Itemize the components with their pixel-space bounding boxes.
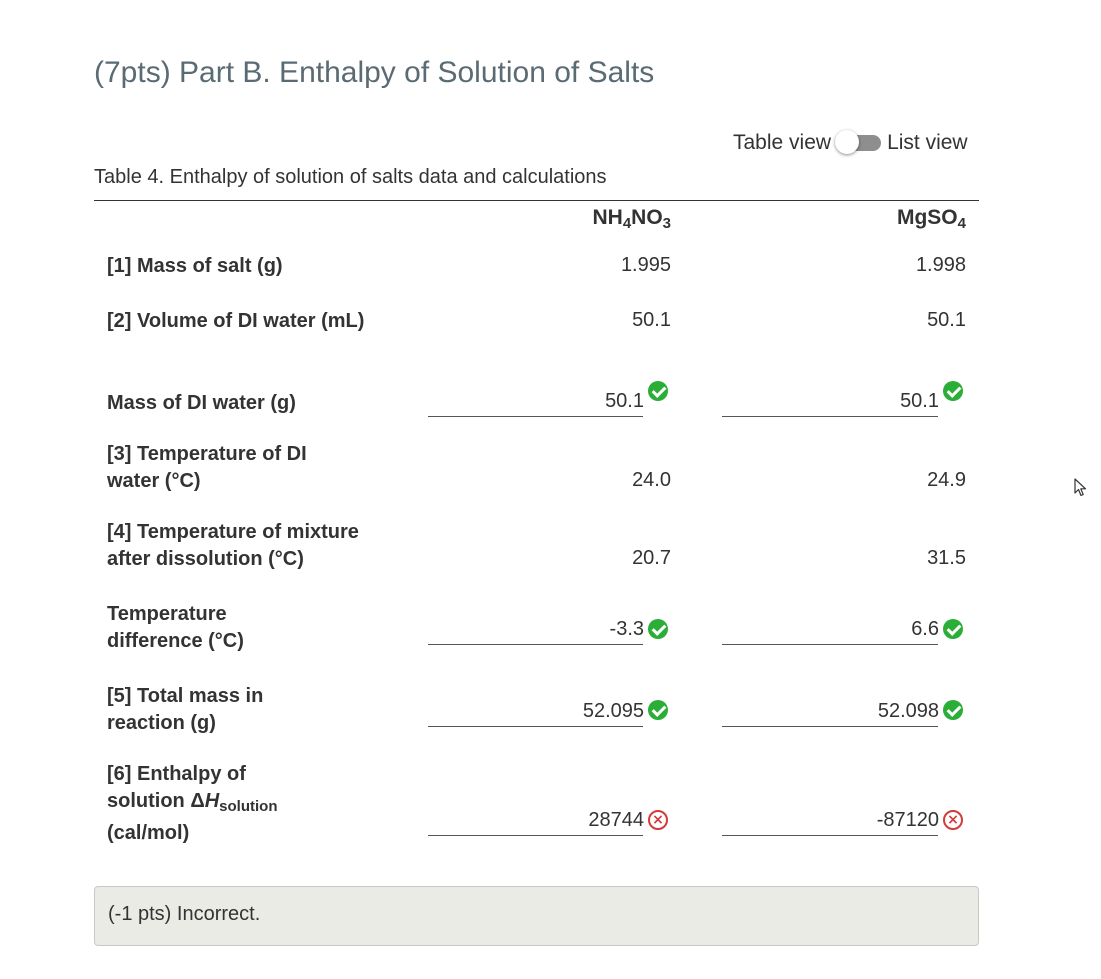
row-label-mass-di-water: Mass of DI water (g) <box>107 392 296 414</box>
view-toggle-switch[interactable] <box>835 130 882 154</box>
toggle-knob[interactable] <box>835 130 860 154</box>
column-header-nh4no3: NH4NO3 <box>592 206 671 232</box>
feedback-text: (-1 pts) Incorrect. <box>108 903 261 925</box>
total-mass-nh4no3-value[interactable]: 52.095 <box>582 700 644 722</box>
view-toggle[interactable]: Table view List view <box>733 130 968 156</box>
part-title: (7pts) Part B. Enthalpy of Solution of S… <box>94 56 655 89</box>
mouse-pointer-icon <box>1074 478 1087 497</box>
mass-of-salt-mgso4: 1.998 <box>915 254 966 276</box>
row-label-line: [5] Total mass in <box>107 685 264 707</box>
temp-di-water-nh4no3: 24.0 <box>632 469 671 491</box>
volume-di-water-nh4no3: 50.1 <box>632 309 671 331</box>
mass-di-water-mgso4-input[interactable]: 50.1 <box>722 390 939 417</box>
row-label-line: after dissolution (°C) <box>107 548 304 570</box>
temp-di-water-mgso4: 24.9 <box>927 469 966 491</box>
total-mass-mgso4-value[interactable]: 52.098 <box>877 700 939 722</box>
column-header-mgso4: MgSO4 <box>896 206 966 232</box>
total-mass-nh4no3-input[interactable]: 52.095 <box>428 700 644 727</box>
row-label-line: solution ΔHsolution <box>107 790 278 815</box>
check-circle-icon <box>943 700 963 720</box>
mass-di-water-nh4no3-input[interactable]: 50.1 <box>428 390 644 417</box>
enthalpy-mgso4-value[interactable]: -87120 <box>876 809 939 831</box>
row-label-line: (cal/mol) <box>107 822 190 844</box>
mass-di-water-mgso4-value[interactable]: 50.1 <box>900 390 939 412</box>
row-label-total-mass: [5] Total mass in reaction (g) <box>107 683 397 737</box>
enthalpy-nh4no3-input[interactable]: 28744 <box>428 809 644 836</box>
volume-di-water-mgso4: 50.1 <box>927 309 966 331</box>
check-circle-icon <box>943 381 963 401</box>
table-caption: Table 4. Enthalpy of solution of salts d… <box>94 166 607 188</box>
x-circle-icon: × <box>648 810 668 830</box>
temp-difference-mgso4-input[interactable]: 6.6 <box>722 618 939 645</box>
total-mass-mgso4-input[interactable]: 52.098 <box>722 700 939 727</box>
check-circle-icon <box>648 700 668 720</box>
row-label-line: water (°C) <box>107 470 201 492</box>
row-label-temp-di-water: [3] Temperature of DI water (°C) <box>107 441 397 495</box>
feedback-box: (-1 pts) Incorrect. <box>94 886 979 946</box>
row-label-enthalpy: [6] Enthalpy of solution ΔHsolution (cal… <box>107 761 397 847</box>
row-label-volume-di-water: [2] Volume of DI water (mL) <box>107 310 365 332</box>
row-label-line: difference (°C) <box>107 630 244 652</box>
row-label-line: [6] Enthalpy of <box>107 763 246 785</box>
enthalpy-nh4no3-value[interactable]: 28744 <box>588 809 644 831</box>
check-circle-icon <box>943 619 963 639</box>
enthalpy-mgso4-input[interactable]: -87120 <box>722 809 939 836</box>
row-label-temp-difference: Temperature difference (°C) <box>107 601 397 655</box>
temp-mixture-nh4no3: 20.7 <box>632 547 671 569</box>
row-label-line: reaction (g) <box>107 712 216 734</box>
check-circle-icon <box>648 619 668 639</box>
table-view-label[interactable]: Table view <box>733 131 832 154</box>
check-circle-icon <box>648 381 668 401</box>
row-label-temp-mixture: [4] Temperature of mixture after dissolu… <box>107 519 397 573</box>
x-circle-icon: × <box>943 810 963 830</box>
mass-di-water-nh4no3-value[interactable]: 50.1 <box>605 390 644 412</box>
row-label-line: [3] Temperature of DI <box>107 443 307 465</box>
temp-difference-nh4no3-value[interactable]: -3.3 <box>609 618 644 640</box>
temp-mixture-mgso4: 31.5 <box>927 547 966 569</box>
temp-difference-nh4no3-input[interactable]: -3.3 <box>428 618 644 645</box>
mass-of-salt-nh4no3: 1.995 <box>620 254 671 276</box>
table-top-rule <box>94 200 979 201</box>
row-label-line: Temperature <box>107 603 227 625</box>
row-label-line: [4] Temperature of mixture <box>107 521 359 543</box>
temp-difference-mgso4-value[interactable]: 6.6 <box>911 618 939 640</box>
list-view-label[interactable]: List view <box>887 131 968 154</box>
row-label-mass-of-salt: [1] Mass of salt (g) <box>107 255 283 277</box>
